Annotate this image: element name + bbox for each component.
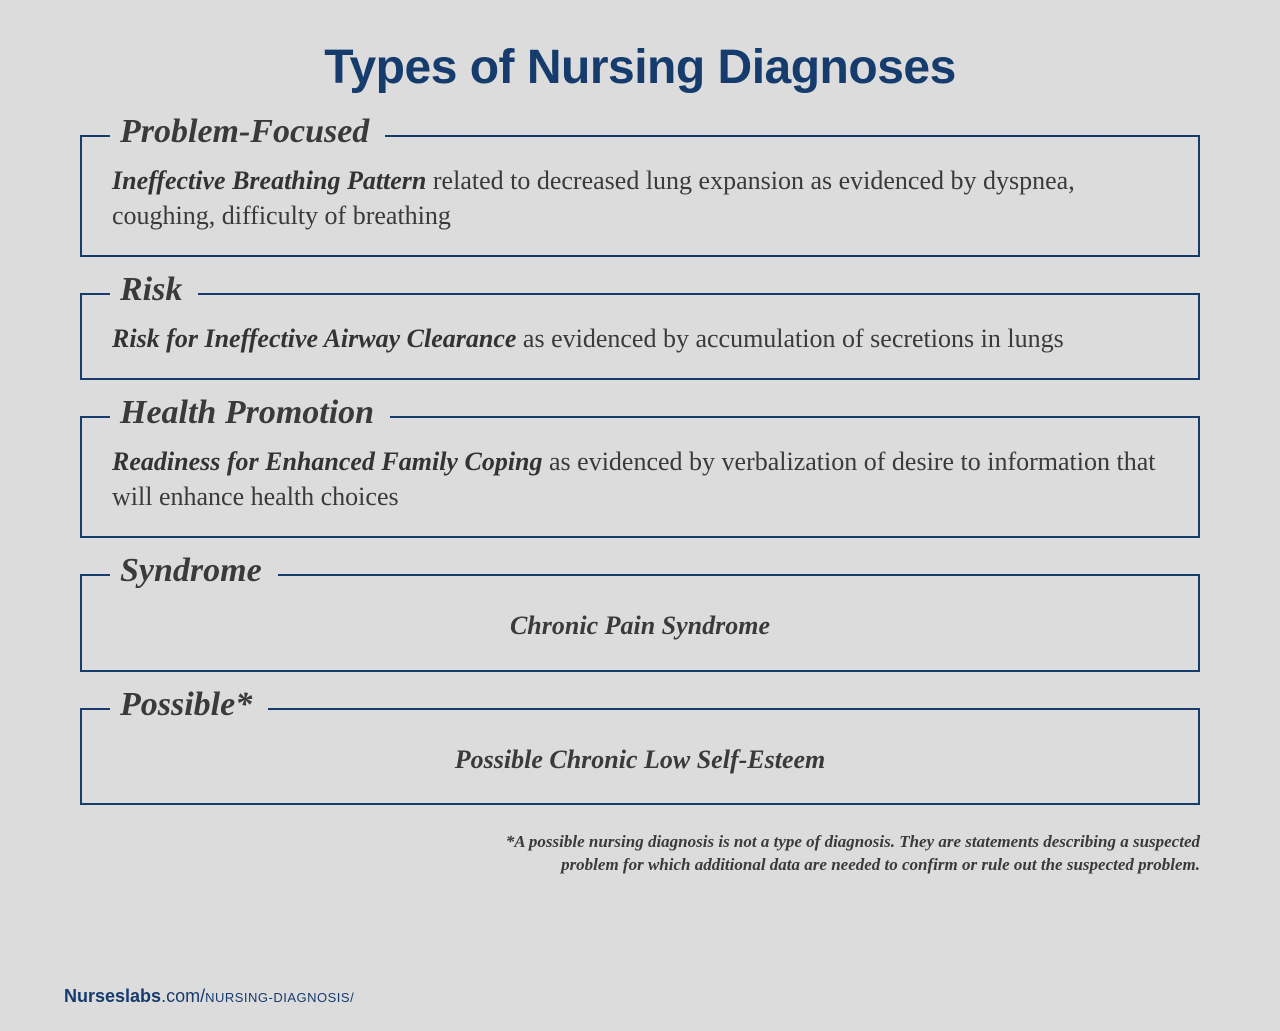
diagnosis-lead: Readiness for Enhanced Family Coping	[112, 447, 543, 476]
box-problem-focused: Problem-Focused Ineffective Breathing Pa…	[80, 135, 1200, 257]
box-legend: Problem-Focused	[110, 113, 385, 151]
brand-domain: .com/	[161, 986, 205, 1006]
footnote-line-2: problem for which additional data are ne…	[561, 855, 1200, 874]
box-content: Chronic Pain Syndrome	[112, 602, 1168, 647]
footnote: *A possible nursing diagnosis is not a t…	[60, 831, 1200, 877]
box-content: Possible Chronic Low Self-Esteem	[112, 736, 1168, 781]
box-legend: Syndrome	[110, 552, 278, 590]
brand-name: Nurseslabs	[64, 986, 161, 1006]
box-legend: Risk	[110, 271, 198, 309]
box-possible: Possible* Possible Chronic Low Self-Este…	[80, 708, 1200, 805]
box-content: Readiness for Enhanced Family Coping as …	[112, 444, 1168, 514]
diagnosis-lead: Chronic Pain Syndrome	[510, 611, 770, 640]
diagnosis-lead: Ineffective Breathing Pattern	[112, 166, 426, 195]
diagnosis-rest: as evidenced by accumulation of secretio…	[516, 324, 1063, 353]
diagnosis-lead: Risk for Ineffective Airway Clearance	[112, 324, 516, 353]
box-content: Ineffective Breathing Pattern related to…	[112, 163, 1168, 233]
diagnosis-lead: Possible Chronic Low Self-Esteem	[455, 745, 826, 774]
box-syndrome: Syndrome Chronic Pain Syndrome	[80, 574, 1200, 671]
box-risk: Risk Risk for Ineffective Airway Clearan…	[80, 293, 1200, 380]
box-content: Risk for Ineffective Airway Clearance as…	[112, 321, 1168, 356]
box-legend: Health Promotion	[110, 394, 390, 432]
brand-path: NURSING-DIAGNOSIS/	[205, 990, 354, 1005]
page-title: Types of Nursing Diagnoses	[60, 40, 1220, 95]
box-health-promotion: Health Promotion Readiness for Enhanced …	[80, 416, 1200, 538]
brand-attribution: Nurseslabs.com/NURSING-DIAGNOSIS/	[64, 986, 354, 1007]
box-legend: Possible*	[110, 686, 268, 724]
footnote-line-1: *A possible nursing diagnosis is not a t…	[506, 832, 1200, 851]
